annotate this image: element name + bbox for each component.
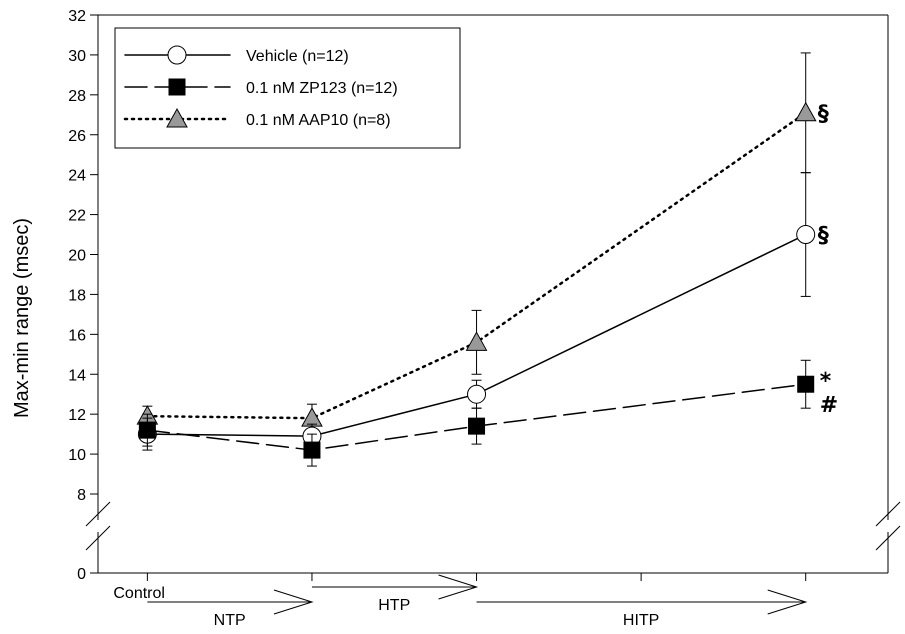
axis-break-right-2 [875, 525, 901, 551]
series-2 [138, 359, 815, 467]
series-2-point-3 [797, 375, 815, 393]
y-tick-label-16: 16 [68, 327, 86, 344]
x-label-control: Control [113, 585, 165, 602]
phase-labels: Control NTP HTP HITP [113, 574, 808, 629]
phase-arrowhead-2 [767, 589, 808, 615]
series-3-line [146, 111, 807, 420]
annotation-2: * [820, 369, 832, 394]
y-tick-label-32: 32 [68, 8, 86, 25]
y-tick-label-22: 22 [68, 208, 86, 225]
series-2-point-2 [468, 417, 486, 435]
y-tick-label-18: 18 [68, 287, 86, 304]
y-tick-label-30: 30 [68, 48, 86, 65]
series-1-line [146, 233, 807, 437]
y-axis-label: Max-min range (msec) [11, 218, 33, 418]
y-tick-label-14: 14 [68, 367, 86, 384]
y-ticks: 0 8 10 12 14 16 18 20 22 24 26 28 30 32 [68, 8, 98, 583]
y-tick-label-28: 28 [68, 88, 86, 105]
y-tick-label-20: 20 [68, 248, 86, 265]
legend-marker-1 [167, 45, 187, 65]
series-2-line [146, 383, 807, 451]
annotation-0: § [818, 102, 829, 127]
phase-label-htp: HTP [378, 597, 410, 614]
legend: Vehicle (n=12) 0.1 nM ZP123 (n=12) 0.1 nM … [114, 27, 461, 149]
phase-arrowhead-0 [273, 589, 314, 615]
annotation-3: # [820, 393, 838, 418]
series-3-point-2 [465, 331, 488, 351]
y-tick-label-26: 26 [68, 128, 86, 145]
annotations: § § *# [818, 102, 838, 418]
series-layer [136, 52, 817, 467]
axis-break-left-1 [85, 501, 111, 527]
y-tick-label-8: 8 [77, 487, 86, 504]
y-tick-label-12: 12 [68, 407, 86, 424]
x-ticks [146, 573, 807, 581]
legend-marker-2 [168, 78, 186, 96]
series-1-point-3 [796, 225, 816, 245]
series-3 [136, 52, 817, 433]
phase-label-ntp: NTP [214, 612, 246, 629]
phase-label-hitp: HITP [623, 612, 659, 629]
axes [85, 14, 901, 574]
annotation-1: § [818, 224, 829, 249]
axis-break-right-1 [875, 501, 901, 527]
legend-label-2: 0.1 nM ZP123 (n=12) [246, 80, 398, 97]
series-1-point-2 [467, 384, 487, 404]
y-tick-label-24: 24 [68, 168, 86, 185]
phase-arrowhead-1 [438, 574, 479, 600]
y-tick-label-10: 10 [68, 447, 86, 464]
series-2-point-1 [303, 441, 321, 459]
legend-label-1: Vehicle (n=12) [246, 48, 349, 65]
series-2-point-0 [138, 421, 156, 439]
axis-break-left-2 [85, 525, 111, 551]
y-tick-label-0: 0 [77, 566, 86, 583]
series-3-point-3 [794, 101, 817, 122]
legend-marker-3 [166, 107, 188, 128]
series-3-point-1 [301, 407, 323, 427]
legend-label-3: 0.1 nM AAP10 (n=8) [246, 112, 391, 129]
